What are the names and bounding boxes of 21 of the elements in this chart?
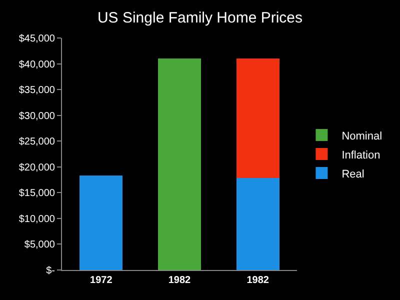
y-tick-label: $15,000 bbox=[18, 188, 56, 200]
chart-title: US Single Family Home Prices bbox=[97, 10, 303, 26]
x-tick-label: 1982 bbox=[246, 275, 270, 286]
bar bbox=[236, 178, 280, 270]
bar bbox=[158, 58, 202, 270]
y-tick-label: $35,000 bbox=[18, 85, 56, 96]
bar bbox=[236, 58, 280, 178]
x-tick-label: 1982 bbox=[168, 275, 192, 286]
legend-label: Inflation bbox=[342, 149, 380, 162]
y-tick-label: $20,000 bbox=[18, 162, 56, 174]
y-tick-label: $10,000 bbox=[18, 214, 56, 225]
bar bbox=[80, 176, 123, 270]
y-tick-label: $40,000 bbox=[18, 59, 56, 70]
y-tick-label: $30,000 bbox=[18, 110, 56, 122]
x-tick-label: 1972 bbox=[90, 275, 113, 286]
y-tick-label: $45,000 bbox=[18, 34, 56, 44]
y-tick-label: $5,000 bbox=[24, 240, 56, 251]
y-tick-label: $25,000 bbox=[18, 136, 56, 148]
legend-label: Real bbox=[342, 168, 364, 180]
y-tick-label: $- bbox=[46, 266, 55, 276]
legend-label: Nominal bbox=[342, 130, 382, 142]
